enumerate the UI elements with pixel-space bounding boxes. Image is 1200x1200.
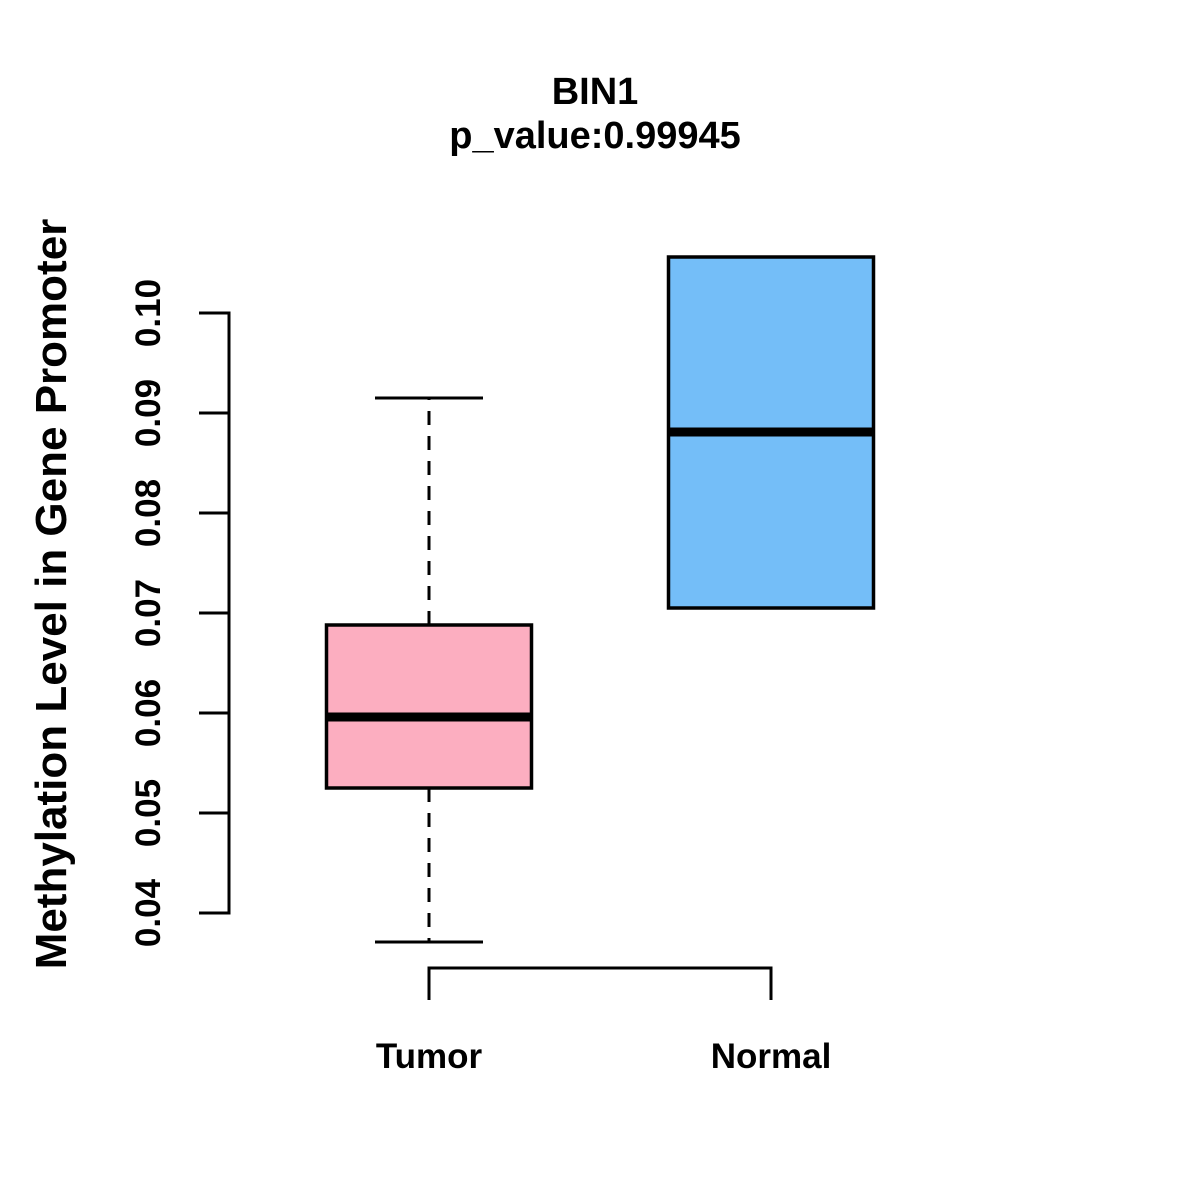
chart-title: BIN1 [0, 70, 1200, 114]
x-tick-label-tumor: Tumor [375, 1037, 483, 1076]
chart-subtitle: p_value:0.99945 [0, 114, 1200, 158]
chart-title-text: BIN1 [551, 71, 639, 113]
y-tick-label: 0.10 [129, 278, 168, 348]
tumor-box [324, 623, 534, 790]
x-tick-label-normal: Normal [710, 1037, 832, 1076]
chart-subtitle-text: p_value:0.99945 [449, 115, 741, 157]
x-axis-line [427, 966, 773, 1000]
